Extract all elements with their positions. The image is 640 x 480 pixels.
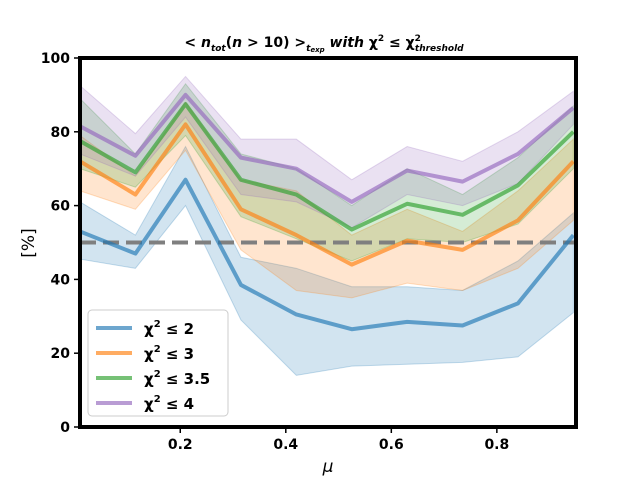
axis-ticks: 0 20 40 60 80 100 0.2 0.4 0.6 0.8: [41, 51, 509, 453]
x-tick-label-0-2: 0.2: [168, 437, 193, 453]
series-lines: [78, 92, 575, 332]
y-tick-label-60: 60: [51, 199, 71, 215]
series-line-4: [79, 92, 575, 204]
series-line-3: [79, 102, 575, 232]
plot-frame: [78, 56, 578, 429]
legend-label-4: χ2 ≤ 4: [144, 394, 194, 413]
legend-label-2: χ2 ≤ 3: [144, 344, 194, 363]
x-tick-label-0-4: 0.4: [273, 437, 298, 453]
x-axis-label: μ: [322, 457, 334, 477]
y-axis-label: [%]: [19, 228, 39, 257]
x-tick-label-0-6: 0.6: [379, 437, 404, 453]
y-tick-label-0: 0: [60, 420, 70, 436]
legend-label-3: χ2 ≤ 3.5: [144, 369, 210, 388]
legend: χ2 ≤ 2 χ2 ≤ 3 χ2 ≤ 3.5 χ2 ≤ 4: [87, 309, 229, 417]
legend-box: [87, 309, 229, 417]
x-tick-label-0-8: 0.8: [484, 437, 509, 453]
series-line-2: [78, 122, 575, 267]
chart-title: < ntot(n > 10) >texp with χ2 ≤ χ2 thresho…: [184, 34, 464, 54]
y-tick-label-40: 40: [51, 272, 71, 288]
series-line-1: [79, 177, 575, 332]
legend-label-1: χ2 ≤ 2: [144, 319, 194, 338]
y-tick-label-80: 80: [51, 125, 71, 141]
y-tick-label-100: 100: [41, 51, 70, 67]
y-tick-label-20: 20: [51, 346, 71, 362]
